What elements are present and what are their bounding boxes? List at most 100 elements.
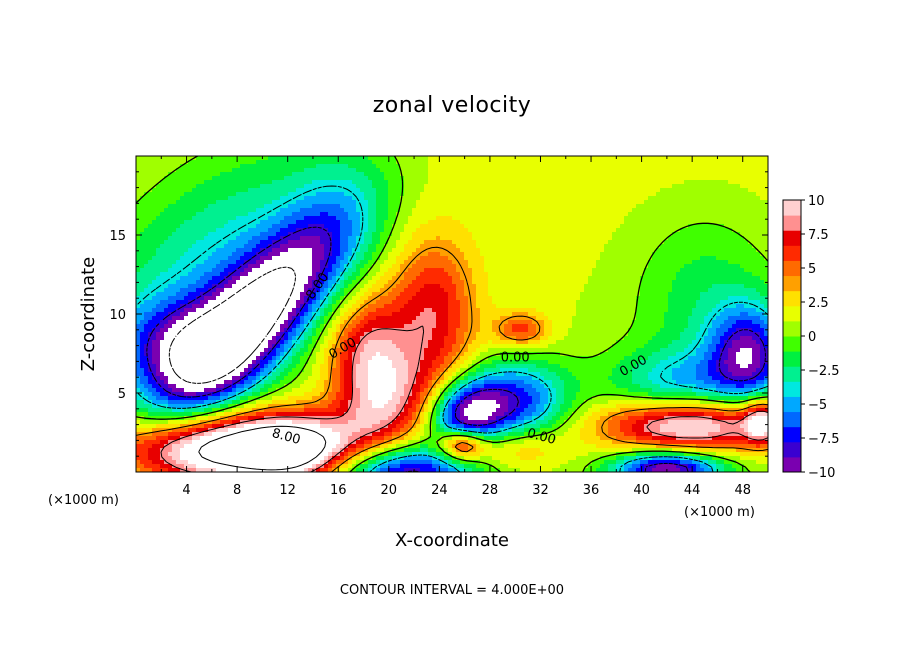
heat-cell [432, 240, 437, 245]
heat-cell [196, 176, 201, 181]
heat-cell [232, 264, 237, 269]
heat-cell [488, 256, 493, 261]
heat-cell [412, 180, 417, 185]
heat-cell [392, 228, 397, 233]
heat-cell [300, 168, 305, 173]
heat-cell [276, 260, 281, 265]
heat-cell [408, 256, 413, 261]
heat-cell [252, 256, 257, 261]
heat-cell [156, 232, 161, 237]
heat-cell [184, 188, 189, 193]
heat-cell [508, 220, 513, 225]
heat-cell [684, 244, 689, 249]
heat-cell [596, 272, 601, 277]
heat-cell [376, 232, 381, 237]
heat-cell [672, 240, 677, 245]
heat-cell [472, 196, 477, 201]
heat-cell [588, 268, 593, 273]
heat-cell [628, 204, 633, 209]
heat-cell [660, 164, 665, 169]
heat-cell [440, 268, 445, 273]
heat-cell [260, 276, 265, 281]
heat-cell [464, 252, 469, 257]
heat-cell [244, 196, 249, 201]
heat-cell [192, 176, 197, 181]
heat-cell [464, 280, 469, 285]
heat-cell [304, 236, 309, 241]
heat-cell [248, 224, 253, 229]
heat-cell [336, 260, 341, 265]
heat-cell [512, 216, 517, 221]
heat-cell [640, 256, 645, 261]
heat-cell [764, 164, 768, 169]
heat-cell [736, 184, 741, 189]
heat-cell [340, 204, 345, 209]
heat-cell [216, 176, 221, 181]
heat-cell [628, 168, 633, 173]
heat-cell [480, 196, 485, 201]
heat-cell [728, 200, 733, 205]
heat-cell [512, 180, 517, 185]
heat-cell [168, 224, 173, 229]
heat-cell [620, 228, 625, 233]
heat-cell [496, 272, 501, 277]
heat-cell [556, 204, 561, 209]
heat-cell [328, 200, 333, 205]
heat-cell [220, 280, 225, 285]
heat-cell [608, 188, 613, 193]
heat-cell [320, 244, 325, 249]
heat-cell [396, 220, 401, 225]
heat-cell [240, 208, 245, 213]
heat-cell [540, 224, 545, 229]
heat-cell [332, 268, 337, 273]
heat-cell [612, 216, 617, 221]
heat-cell [200, 232, 205, 237]
heat-cell [652, 220, 657, 225]
heat-cell [652, 192, 657, 197]
heat-cell [284, 264, 289, 269]
heat-cell [488, 212, 493, 217]
heat-cell [220, 228, 225, 233]
heat-cell [712, 208, 717, 213]
heat-cell [416, 176, 421, 181]
heat-cell [564, 180, 569, 185]
heat-cell [628, 160, 633, 165]
heat-cell [200, 160, 205, 165]
heat-cell [156, 276, 161, 281]
heat-cell [256, 256, 261, 261]
heat-cell [748, 196, 753, 201]
heat-cell [704, 252, 709, 257]
heat-cell [216, 232, 221, 237]
heat-cell [180, 252, 185, 257]
heat-cell [180, 276, 185, 281]
heat-cell [636, 220, 641, 225]
heat-cell [196, 276, 201, 281]
heat-cell [448, 196, 453, 201]
heat-cell [600, 160, 605, 165]
heat-cell [472, 188, 477, 193]
heat-cell [608, 172, 613, 177]
heat-cell [280, 160, 285, 165]
heat-cell [400, 268, 405, 273]
heat-cell [232, 160, 237, 165]
heat-cell [616, 208, 621, 213]
heat-cell [204, 256, 209, 261]
heat-cell [752, 224, 757, 229]
heat-cell [332, 208, 337, 213]
heat-cell [268, 228, 273, 233]
heat-cell [164, 280, 169, 285]
heat-cell [632, 276, 637, 281]
heat-cell [408, 164, 413, 169]
heat-cell [528, 176, 533, 181]
heat-cell [360, 184, 365, 189]
heat-cell [208, 200, 213, 205]
heat-cell [192, 252, 197, 257]
heat-cell [688, 192, 693, 197]
heat-cell [428, 188, 433, 193]
heat-cell [700, 200, 705, 205]
heat-cell [392, 192, 397, 197]
heat-cell [548, 160, 553, 165]
heat-cell [452, 236, 457, 241]
heat-cell [612, 236, 617, 241]
heat-cell [440, 228, 445, 233]
